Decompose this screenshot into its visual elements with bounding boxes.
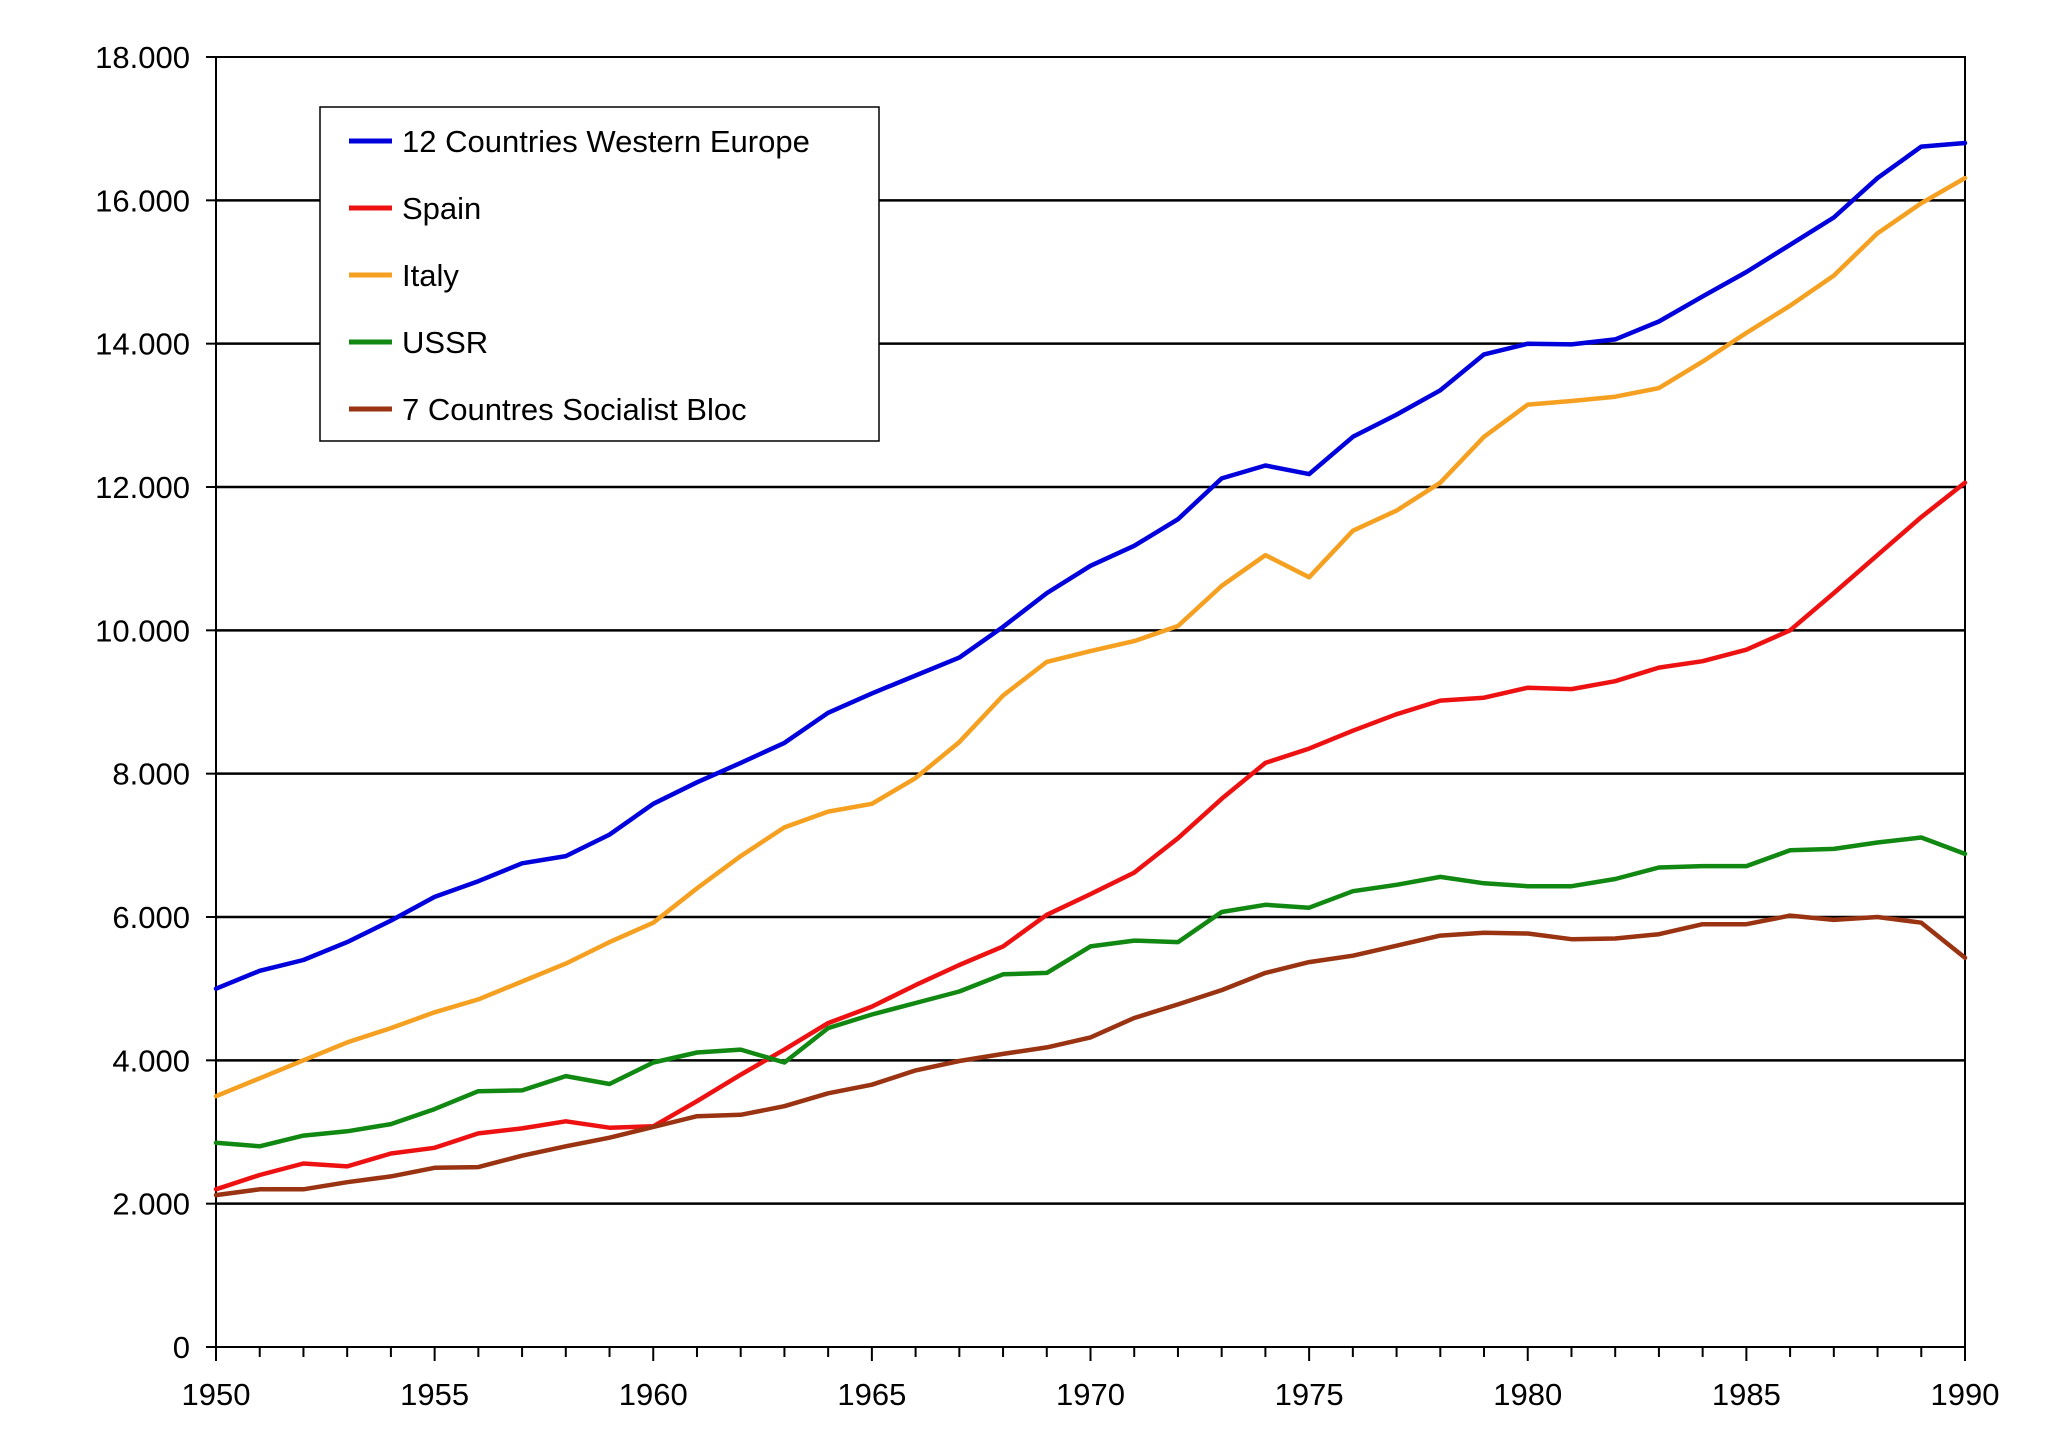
series-line-3 [213,175,1968,1099]
x-tick-label: 1990 [1931,1377,2000,1412]
x-tick-label: 1975 [1275,1377,1344,1412]
x-axis: 1950 1955 1960 1965 1970 1975 1980 1985 1990 [182,1347,2000,1412]
x-tick-label: 1955 [400,1377,469,1412]
legend: 12 Countries Western Europe Spain Italy USS… [319,106,880,442]
y-tick-label: 2.000 [112,1187,190,1222]
y-tick-label: 16.000 [95,183,190,218]
y-tick-label: 8.000 [112,757,190,792]
legend-label: Italy [402,258,459,293]
legend-label: USSR [402,325,488,360]
x-tick-label: 1980 [1493,1377,1562,1412]
x-tick-label: 1965 [837,1377,906,1412]
y-tick-label: 14.000 [95,327,190,362]
series-line-1 [213,140,1968,991]
legend-label: Spain [402,191,481,226]
y-tick-label: 6.000 [112,900,190,935]
series-lines [213,140,1968,1198]
legend-label: 12 Countries Western Europe [402,124,810,159]
x-tick-label: 1950 [182,1377,251,1412]
y-tick-label: 10.000 [95,613,190,648]
x-tick-label: 1985 [1712,1377,1781,1412]
series-line-5 [213,913,1968,1198]
series-line-2 [213,480,1968,1192]
y-tick-label: 4.000 [112,1043,190,1078]
y-tick-label: 0 [173,1330,190,1365]
legend-label: 7 Countres Socialist Bloc [402,392,747,427]
series-line-4 [213,835,1968,1149]
y-axis: 0 2.000 4.000 6.000 8.000 10.000 12.000 14.000 1… [95,40,216,1365]
x-tick-label: 1970 [1056,1377,1125,1412]
y-tick-label: 12.000 [95,470,190,505]
x-tick-label: 1960 [619,1377,688,1412]
y-tick-label: 18.000 [95,40,190,75]
legend-box [319,106,880,442]
